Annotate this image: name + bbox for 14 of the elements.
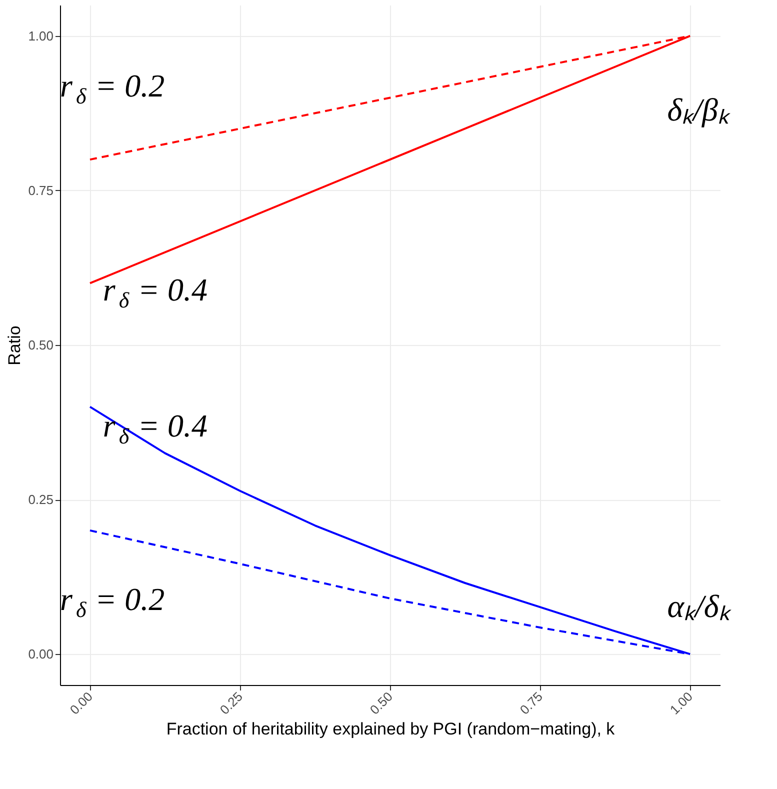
y-tick-label: 0.50 — [28, 338, 54, 352]
annotation: αₖ/δₖ — [667, 588, 732, 624]
x-tick-label: 0.25 — [216, 688, 246, 718]
x-tick-label: 1.00 — [666, 688, 696, 718]
y-tick-label: 0.00 — [28, 646, 54, 662]
y-axis-title: Ratio — [5, 326, 24, 366]
y-tick-label: 1.00 — [28, 28, 54, 44]
x-tick-label: 0.00 — [66, 688, 96, 718]
y-tick-label: 0.25 — [28, 492, 54, 508]
x-axis-title: Fraction of heritability explained by PGI (random−mating), k — [166, 719, 616, 738]
y-tick-label: 0.75 — [28, 182, 54, 198]
x-tick-label: 0.75 — [516, 688, 546, 718]
x-tick-label: 0.50 — [366, 688, 396, 718]
annotation: δₖ/βₖ — [667, 91, 731, 128]
